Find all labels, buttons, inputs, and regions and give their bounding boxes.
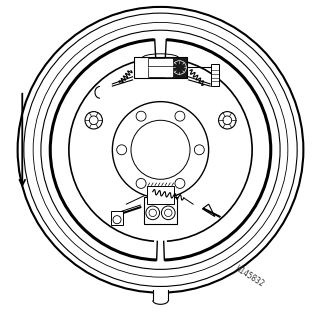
Circle shape xyxy=(136,111,146,121)
Circle shape xyxy=(175,111,185,121)
Text: H145832: H145832 xyxy=(233,264,266,289)
Circle shape xyxy=(85,112,102,129)
Circle shape xyxy=(194,145,204,155)
Circle shape xyxy=(117,145,127,155)
Circle shape xyxy=(161,206,175,220)
Bar xyxy=(134,56,187,78)
Bar xyxy=(149,56,164,78)
Bar xyxy=(148,58,173,77)
Circle shape xyxy=(112,102,209,198)
Circle shape xyxy=(146,206,160,220)
Circle shape xyxy=(18,7,303,293)
Circle shape xyxy=(175,178,185,188)
Bar xyxy=(144,197,177,224)
Bar xyxy=(111,211,123,225)
Circle shape xyxy=(219,112,236,129)
Bar xyxy=(172,56,187,78)
Circle shape xyxy=(136,178,146,188)
Bar xyxy=(134,56,187,78)
Bar xyxy=(146,186,175,204)
Circle shape xyxy=(131,120,190,179)
Circle shape xyxy=(113,216,121,224)
Bar xyxy=(153,290,168,302)
Circle shape xyxy=(41,30,280,269)
Bar xyxy=(211,64,219,86)
